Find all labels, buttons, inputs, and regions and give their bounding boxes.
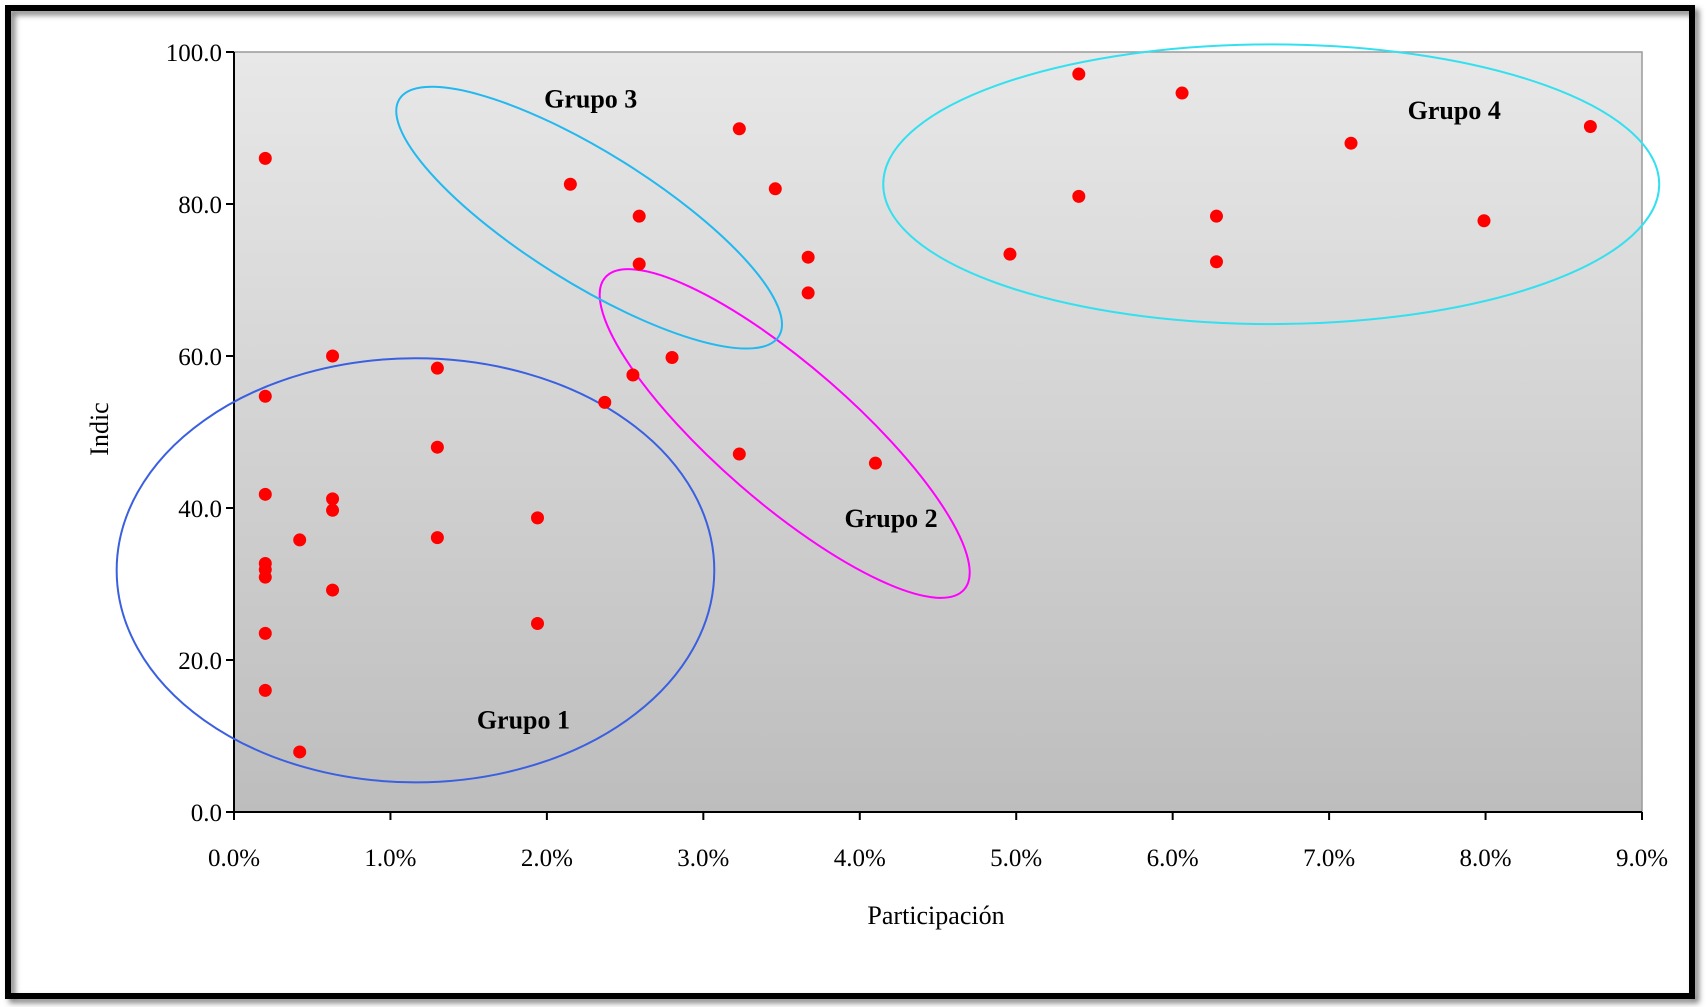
data-point bbox=[732, 122, 746, 136]
data-point bbox=[801, 286, 815, 300]
axes bbox=[233, 52, 1642, 813]
data-point bbox=[430, 531, 444, 545]
data-point bbox=[258, 389, 272, 403]
y-tick-label: 20.0 bbox=[178, 648, 222, 675]
chart-border bbox=[5, 5, 1695, 999]
group-label: Grupo 1 bbox=[477, 705, 570, 734]
data-point bbox=[665, 351, 679, 365]
data-point bbox=[632, 209, 646, 223]
y-tick-label: 80.0 bbox=[178, 192, 222, 219]
data-point bbox=[258, 487, 272, 501]
data-point bbox=[326, 503, 340, 517]
data-point bbox=[598, 395, 612, 409]
data-point bbox=[632, 257, 646, 271]
data-point bbox=[293, 533, 307, 547]
data-points bbox=[258, 67, 1597, 759]
data-point bbox=[430, 440, 444, 454]
group-label: Grupo 3 bbox=[544, 84, 637, 113]
group-label: Grupo 2 bbox=[844, 504, 937, 533]
data-point bbox=[1477, 214, 1491, 228]
data-point bbox=[1344, 136, 1358, 150]
data-point bbox=[732, 447, 746, 461]
data-point bbox=[326, 349, 340, 363]
group-label: Grupo 4 bbox=[1408, 96, 1501, 125]
data-point bbox=[768, 182, 782, 196]
data-point bbox=[531, 617, 545, 631]
data-point bbox=[326, 583, 340, 597]
group-labels: Grupo 1 Grupo 2 Grupo 3 Grupo 4 bbox=[477, 84, 1501, 734]
data-point bbox=[326, 492, 340, 506]
data-point bbox=[868, 456, 882, 470]
data-point bbox=[258, 683, 272, 697]
x-tick-label: 2.0% bbox=[521, 845, 573, 872]
data-point bbox=[801, 250, 815, 264]
x-tick-label: 4.0% bbox=[834, 845, 886, 872]
group-ellipse bbox=[115, 357, 716, 784]
group-ellipse bbox=[882, 43, 1661, 326]
data-point bbox=[626, 368, 640, 382]
data-point bbox=[1175, 86, 1189, 100]
data-point bbox=[430, 361, 444, 375]
data-point bbox=[1003, 247, 1017, 261]
x-tick-label: 3.0% bbox=[677, 845, 729, 872]
y-tick-label: 60.0 bbox=[178, 344, 222, 371]
y-axis-ticks: 0.0 20.0 40.0 60.0 80.0 100.0 bbox=[166, 40, 234, 827]
data-point bbox=[293, 745, 307, 759]
data-point bbox=[1209, 209, 1223, 223]
data-point bbox=[1209, 255, 1223, 269]
data-point bbox=[258, 570, 272, 584]
x-tick-label: 7.0% bbox=[1303, 845, 1355, 872]
group-ellipse bbox=[395, 85, 783, 350]
x-tick-label: 0.0% bbox=[208, 845, 260, 872]
group-ellipses bbox=[115, 43, 1661, 784]
data-point bbox=[563, 177, 577, 191]
x-axis-title: Participación bbox=[867, 901, 1004, 930]
x-tick-label: 6.0% bbox=[1147, 845, 1199, 872]
plot-area bbox=[233, 51, 1643, 813]
y-axis-title: Indic bbox=[85, 402, 114, 455]
y-tick-label: 100.0 bbox=[166, 40, 222, 67]
data-point bbox=[1583, 119, 1597, 133]
x-tick-label: 5.0% bbox=[990, 845, 1042, 872]
y-tick-label: 40.0 bbox=[178, 496, 222, 523]
group-ellipse bbox=[598, 268, 971, 599]
x-tick-label: 1.0% bbox=[364, 845, 416, 872]
x-axis-ticks: 0.0% 1.0% 2.0% 3.0% 4.0% 5.0% 6.0% 7.0% 8.0% 9.0% bbox=[208, 812, 1668, 872]
data-point bbox=[531, 511, 545, 525]
data-point bbox=[1072, 189, 1086, 203]
data-point bbox=[1072, 67, 1086, 81]
data-point bbox=[258, 151, 272, 165]
data-point bbox=[258, 626, 272, 640]
x-tick-label: 9.0% bbox=[1616, 845, 1668, 872]
y-tick-label: 0.0 bbox=[191, 800, 222, 827]
x-tick-label: 8.0% bbox=[1460, 845, 1512, 872]
